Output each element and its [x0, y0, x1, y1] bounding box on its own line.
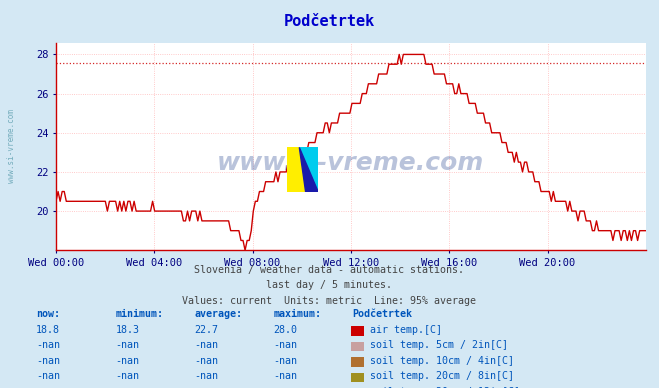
Text: minimum:: minimum: — [115, 309, 163, 319]
Text: -nan: -nan — [115, 371, 139, 381]
Text: Values: current  Units: metric  Line: 95% average: Values: current Units: metric Line: 95% … — [183, 296, 476, 306]
Text: -nan: -nan — [36, 356, 60, 366]
Polygon shape — [299, 147, 318, 192]
Text: www.si-vreme.com: www.si-vreme.com — [217, 151, 484, 175]
Text: soil temp. 5cm / 2in[C]: soil temp. 5cm / 2in[C] — [370, 340, 507, 350]
Text: Podčetrtek: Podčetrtek — [284, 14, 375, 29]
Text: maximum:: maximum: — [273, 309, 322, 319]
Text: 28.0: 28.0 — [273, 325, 297, 335]
Text: soil temp. 30cm / 12in[C]: soil temp. 30cm / 12in[C] — [370, 387, 520, 388]
Text: -nan: -nan — [194, 340, 218, 350]
Text: www.si-vreme.com: www.si-vreme.com — [7, 109, 16, 184]
Text: -nan: -nan — [36, 340, 60, 350]
Text: -nan: -nan — [273, 371, 297, 381]
Text: -nan: -nan — [194, 371, 218, 381]
Text: now:: now: — [36, 309, 60, 319]
Text: -nan: -nan — [273, 387, 297, 388]
Text: average:: average: — [194, 309, 243, 319]
Text: -nan: -nan — [115, 356, 139, 366]
Text: soil temp. 10cm / 4in[C]: soil temp. 10cm / 4in[C] — [370, 356, 514, 366]
Text: -nan: -nan — [36, 371, 60, 381]
Text: -nan: -nan — [36, 387, 60, 388]
Text: -nan: -nan — [194, 387, 218, 388]
Text: -nan: -nan — [273, 340, 297, 350]
Text: Podčetrtek: Podčetrtek — [353, 309, 413, 319]
Text: -nan: -nan — [115, 340, 139, 350]
Text: -nan: -nan — [115, 387, 139, 388]
Text: last day / 5 minutes.: last day / 5 minutes. — [266, 280, 393, 290]
Polygon shape — [299, 147, 318, 192]
Text: soil temp. 20cm / 8in[C]: soil temp. 20cm / 8in[C] — [370, 371, 514, 381]
Text: Slovenia / weather data - automatic stations.: Slovenia / weather data - automatic stat… — [194, 265, 465, 275]
Text: 18.3: 18.3 — [115, 325, 139, 335]
Text: 22.7: 22.7 — [194, 325, 218, 335]
Text: 18.8: 18.8 — [36, 325, 60, 335]
Text: -nan: -nan — [273, 356, 297, 366]
Text: air temp.[C]: air temp.[C] — [370, 325, 442, 335]
Text: -nan: -nan — [194, 356, 218, 366]
